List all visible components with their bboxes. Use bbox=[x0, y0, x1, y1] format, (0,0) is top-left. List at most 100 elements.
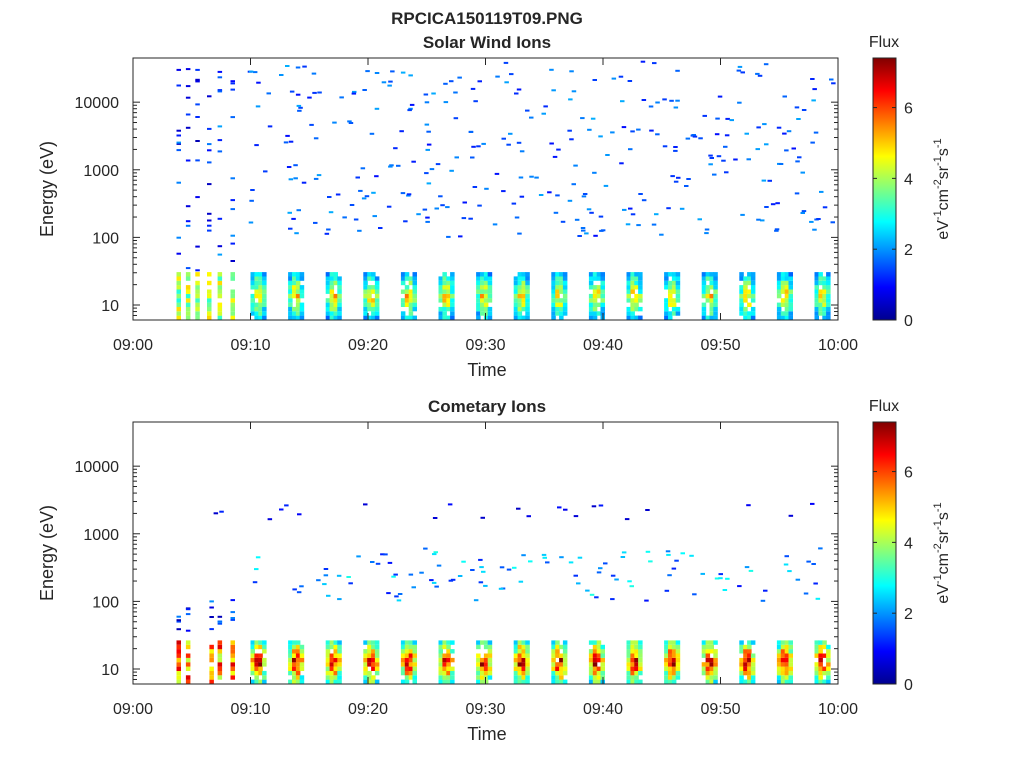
heatmap-cell bbox=[559, 298, 564, 303]
heatmap-cell bbox=[784, 644, 790, 650]
heatmap-cell bbox=[404, 662, 410, 667]
heatmap-cell bbox=[750, 289, 756, 294]
heatmap-cell bbox=[700, 572, 705, 575]
heatmap-cell bbox=[625, 223, 631, 226]
heatmap-cell bbox=[363, 653, 368, 658]
heatmap-cell bbox=[185, 285, 191, 290]
heatmap-cell bbox=[367, 306, 372, 312]
heatmap-cell bbox=[675, 644, 681, 650]
heatmap-cell bbox=[248, 70, 254, 73]
heatmap-cell bbox=[664, 657, 669, 663]
heatmap-cell bbox=[480, 289, 485, 294]
heatmap-cell bbox=[743, 276, 748, 281]
heatmap-cell bbox=[254, 662, 259, 667]
heatmap-cell bbox=[822, 280, 827, 286]
heatmap-cells-cometary bbox=[176, 502, 831, 684]
heatmap-cell bbox=[701, 272, 707, 277]
heatmap-cell bbox=[675, 280, 681, 286]
heatmap-cell bbox=[675, 670, 681, 676]
heatmap-cell bbox=[818, 640, 823, 645]
heatmap-cell bbox=[480, 306, 485, 312]
heatmap-cell bbox=[739, 666, 744, 671]
heatmap-cell bbox=[551, 675, 556, 680]
heatmap-cell bbox=[337, 280, 342, 286]
heatmap-cell bbox=[555, 644, 560, 650]
heatmap-cell bbox=[476, 657, 481, 663]
heatmap-cell bbox=[826, 311, 831, 316]
heatmap-cell bbox=[750, 298, 756, 303]
heatmap-cell bbox=[591, 505, 597, 508]
heatmap-cell bbox=[289, 90, 295, 93]
heatmap-cell bbox=[521, 272, 526, 277]
heatmap-cell bbox=[555, 194, 560, 197]
heatmap-cell bbox=[374, 679, 380, 684]
heatmap-cell bbox=[713, 311, 718, 316]
heatmap-cell bbox=[299, 272, 305, 277]
heatmap-cell bbox=[442, 670, 447, 676]
heatmap-cell bbox=[627, 580, 632, 583]
heatmap-cell bbox=[438, 666, 443, 671]
heatmap-cell bbox=[600, 649, 605, 654]
heatmap-cell bbox=[471, 145, 476, 148]
heatmap-cell bbox=[337, 598, 342, 601]
heatmap-cell bbox=[324, 232, 330, 235]
heatmap-cell bbox=[600, 302, 605, 307]
heatmap-cell bbox=[404, 644, 410, 650]
heatmap-cell bbox=[288, 272, 293, 277]
heatmap-cell bbox=[664, 311, 669, 316]
x-tick-label: 10:00 bbox=[818, 701, 858, 718]
heatmap-cell bbox=[511, 202, 517, 205]
heatmap-cell bbox=[176, 272, 181, 277]
heatmap-cell bbox=[207, 315, 212, 320]
heatmap-cell bbox=[697, 218, 702, 221]
heatmap-cell bbox=[818, 311, 823, 316]
heatmap-cell bbox=[788, 675, 793, 680]
heatmap-cell bbox=[262, 272, 267, 277]
heatmap-cell bbox=[705, 272, 711, 277]
heatmap-cell bbox=[709, 298, 714, 303]
heatmap-cell bbox=[562, 306, 568, 312]
heatmap-cell bbox=[776, 675, 782, 680]
heatmap-cell bbox=[185, 311, 191, 316]
heatmap-cell bbox=[254, 289, 259, 294]
heatmap-cell bbox=[438, 289, 443, 294]
heatmap-cell bbox=[501, 137, 506, 140]
heatmap-cell bbox=[814, 675, 819, 680]
heatmap-cell bbox=[371, 302, 376, 307]
heatmap-cell bbox=[176, 628, 181, 631]
heatmap-cell bbox=[675, 649, 681, 654]
heatmap-cell bbox=[487, 298, 493, 303]
heatmap-cell bbox=[634, 302, 639, 307]
heatmap-cell bbox=[634, 649, 639, 654]
heatmap-cell bbox=[600, 306, 605, 312]
heatmap-cell bbox=[630, 289, 635, 294]
colorbar-tick-label: 0 bbox=[904, 677, 913, 694]
heatmap-cell bbox=[603, 562, 608, 565]
heatmap-cell bbox=[254, 311, 259, 316]
heatmap-cell bbox=[784, 666, 790, 671]
heatmap-cell bbox=[450, 578, 456, 581]
heatmap-cell bbox=[822, 311, 827, 316]
heatmap-cell bbox=[337, 640, 342, 645]
heatmap-cell bbox=[288, 298, 293, 303]
heatmap-cell bbox=[600, 293, 605, 299]
heatmap-cell bbox=[673, 106, 679, 109]
heatmap-cell bbox=[258, 662, 263, 667]
heatmap-cell bbox=[412, 670, 417, 676]
heatmap-cell bbox=[568, 98, 573, 101]
heatmap-cell bbox=[483, 653, 489, 658]
heatmap-cell bbox=[513, 276, 519, 281]
heatmap-cell bbox=[288, 649, 293, 654]
colorbar-gradient bbox=[872, 421, 897, 685]
heatmap-cell bbox=[517, 285, 523, 290]
heatmap-cell bbox=[408, 315, 414, 320]
heatmap-cell bbox=[492, 223, 498, 226]
heatmap-cell bbox=[442, 285, 447, 290]
heatmap-cell bbox=[562, 649, 568, 654]
heatmap-cell bbox=[480, 675, 485, 680]
heatmap-cell bbox=[776, 679, 782, 684]
heatmap-cell bbox=[450, 666, 455, 671]
heatmap-cell bbox=[542, 556, 547, 559]
heatmap-cell bbox=[514, 216, 520, 219]
